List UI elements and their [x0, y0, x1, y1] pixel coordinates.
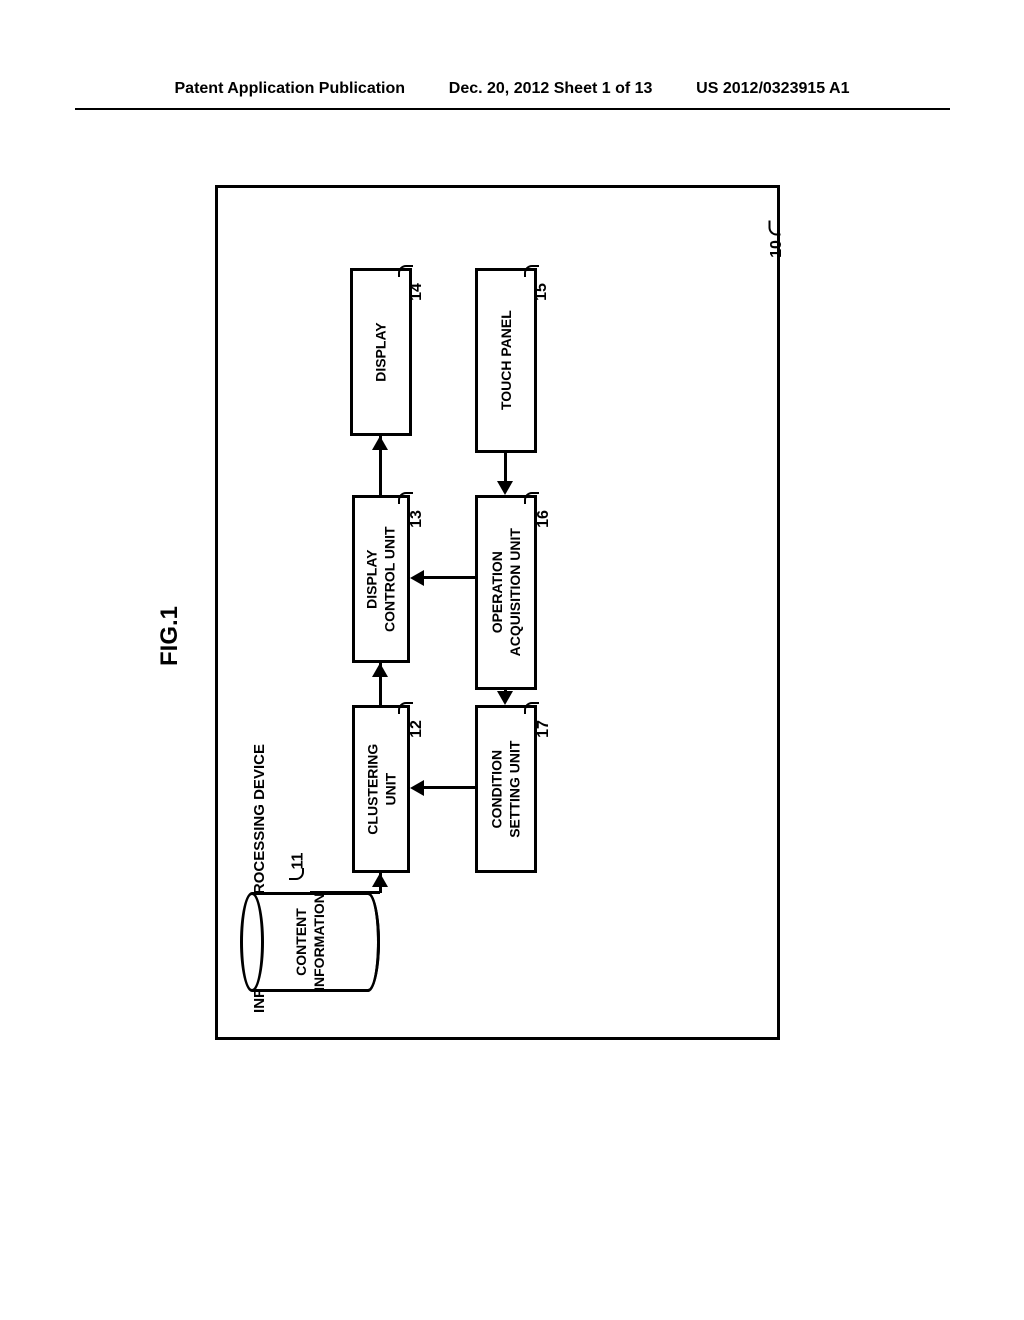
arrow-5-head [497, 691, 513, 705]
condition-label: CONDITIONSETTING UNIT [488, 740, 524, 837]
ref-10-connector [769, 221, 781, 236]
ref-16-connector [524, 492, 539, 504]
ref-13-connector [398, 492, 413, 504]
operation-label: OPERATIONACQUISITION UNIT [488, 528, 524, 656]
ref-13: 13 [408, 510, 426, 528]
header-center: Dec. 20, 2012 Sheet 1 of 13 [449, 80, 653, 98]
content-info-cylinder: CONTENTINFORMATION [240, 892, 380, 992]
content-info-label: CONTENTINFORMATION [292, 893, 328, 991]
ref-17: 17 [535, 720, 553, 738]
touch-panel-label: TOUCH PANEL [497, 311, 515, 411]
condition-unit: CONDITIONSETTING UNIT [475, 705, 537, 873]
ref-17-connector [524, 702, 539, 714]
page-header: Patent Application Publication Dec. 20, … [75, 80, 950, 110]
display-control-unit: DISPLAYCONTROL UNIT [352, 495, 410, 663]
ref-16: 16 [535, 510, 553, 528]
display-control-label: DISPLAYCONTROL UNIT [363, 526, 399, 632]
touch-panel-block: TOUCH PANEL [475, 268, 537, 453]
arrow-6 [424, 786, 475, 789]
figure-title: FIG.1 [156, 606, 184, 666]
arrow-3-head [372, 436, 388, 450]
arrow-2-head [372, 663, 388, 677]
arrow-1-h [310, 891, 380, 894]
arrow-4-head [497, 481, 513, 495]
arrow-7-head [410, 570, 424, 586]
ref-14-connector [398, 265, 413, 277]
operation-unit: OPERATIONACQUISITION UNIT [475, 495, 537, 690]
arrow-6-head [410, 780, 424, 796]
clustering-label: CLUSTERINGUNIT [363, 744, 399, 835]
ref-15: 15 [533, 283, 551, 301]
clustering-unit: CLUSTERINGUNIT [352, 705, 410, 873]
ref-10: 10 [768, 240, 786, 258]
ref-15-connector [524, 265, 539, 277]
display-block: DISPLAY [350, 268, 412, 436]
ref-12-connector [398, 702, 413, 714]
arrow-1-head [372, 873, 388, 887]
ref-12: 12 [408, 720, 426, 738]
display-label: DISPLAY [372, 322, 390, 381]
arrow-7 [424, 576, 475, 579]
ref-11: 11 [289, 853, 307, 870]
header-left: Patent Application Publication [175, 80, 406, 98]
ref-14: 14 [408, 283, 426, 301]
header-right: US 2012/0323915 A1 [696, 80, 849, 98]
